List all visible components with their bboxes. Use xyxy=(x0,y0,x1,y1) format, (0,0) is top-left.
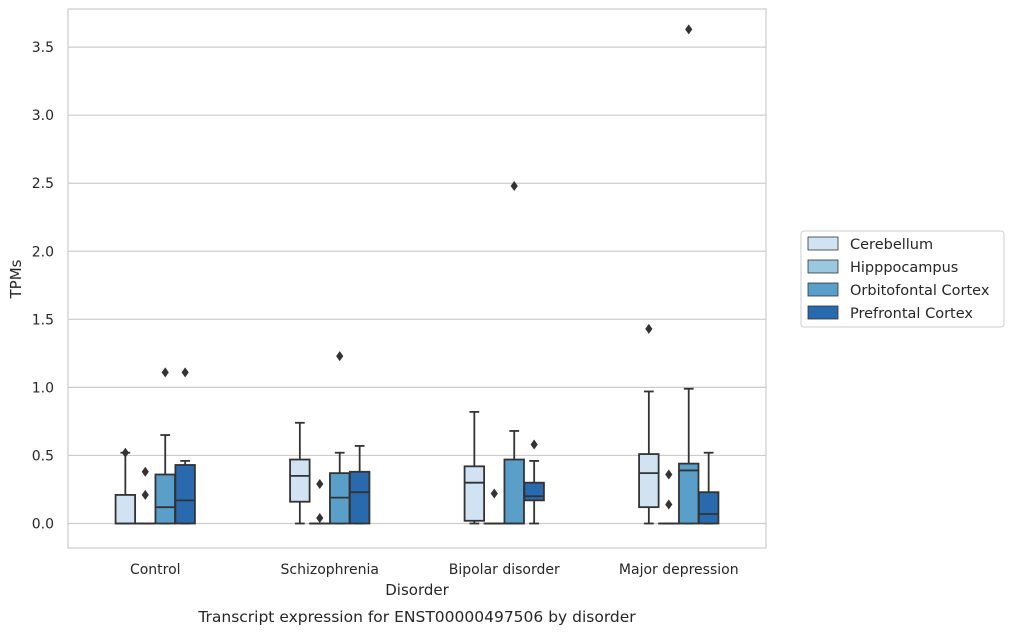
legend-swatch-cerebellum xyxy=(807,236,839,251)
y-tick-label: 1.0 xyxy=(32,380,54,396)
outlier-point xyxy=(141,466,149,477)
box-0-1 xyxy=(289,421,311,525)
outlier-point xyxy=(490,488,498,499)
legend-label-hippocampus: Hipppocampus xyxy=(850,260,958,276)
x-axis-label: Disorder xyxy=(385,581,449,599)
grid-lines xyxy=(68,46,766,525)
box-1-1 xyxy=(309,479,331,525)
box-body xyxy=(348,470,371,525)
legend-label-prefrontal: Prefrontal Cortex xyxy=(850,306,973,322)
box-2-2 xyxy=(503,180,525,525)
y-axis-ticks: 0.0 0.5 1.0 1.5 2.0 2.5 3.0 3.5 xyxy=(32,40,54,532)
box-body xyxy=(114,494,137,525)
outlier-point xyxy=(665,499,673,510)
box-body xyxy=(463,465,486,522)
outlier-point xyxy=(181,367,189,378)
box-body xyxy=(697,491,720,525)
box-body xyxy=(678,462,700,525)
outlier-point xyxy=(336,351,344,362)
y-tick-label: 0.5 xyxy=(32,448,54,464)
x-axis-ticks: Control Schizophrenia Bipolar disorder Majo… xyxy=(130,562,739,578)
box-3-2 xyxy=(523,439,545,525)
legend-label-orbitofrontal: Orbitofontal Cortex xyxy=(850,283,990,299)
box-0-0 xyxy=(114,447,137,525)
outlier-point xyxy=(316,513,324,524)
outlier-point xyxy=(316,479,324,490)
y-tick-label: 0.0 xyxy=(32,517,54,533)
chart-caption: Transcript expression for ENST0000049750… xyxy=(197,608,636,626)
box-body xyxy=(174,464,196,525)
x-tick-label: Schizophrenia xyxy=(281,562,379,578)
y-tick-label: 2.0 xyxy=(32,244,54,260)
outlier-point xyxy=(665,469,673,480)
y-tick-label: 3.5 xyxy=(32,40,54,56)
legend: Cerebellum Hipppocampus Orbitofontal Cor… xyxy=(800,230,1005,328)
legend-swatch-prefrontal xyxy=(807,305,839,320)
x-tick-label: Major depression xyxy=(619,562,739,578)
legend-swatch-orbitofrontal xyxy=(807,282,839,297)
box-body xyxy=(154,473,176,525)
outlier-point xyxy=(121,447,129,458)
outlier-point xyxy=(161,367,169,378)
box-0-2 xyxy=(463,410,486,525)
box-body xyxy=(638,453,660,509)
outlier-point xyxy=(685,24,693,35)
plot-frame xyxy=(67,8,767,549)
y-tick-label: 1.5 xyxy=(32,312,54,328)
legend-swatch-hippocampus xyxy=(807,259,839,274)
box-2-1 xyxy=(329,351,351,525)
outlier-point xyxy=(530,439,538,450)
box-1-0 xyxy=(134,466,156,525)
box-body xyxy=(523,481,545,502)
outlier-point xyxy=(645,323,653,334)
box-body xyxy=(289,458,311,503)
legend-frame xyxy=(800,230,1005,328)
box-3-0 xyxy=(174,367,196,525)
outlier-point xyxy=(141,489,149,500)
box-1-2 xyxy=(483,488,505,525)
outlier-point xyxy=(510,180,518,191)
box-3-3 xyxy=(697,451,720,525)
y-tick-label: 3.0 xyxy=(32,108,54,124)
box-3-1 xyxy=(348,445,371,525)
box-2-3 xyxy=(678,24,700,525)
y-tick-label: 2.5 xyxy=(32,176,54,192)
box-2-0 xyxy=(154,367,176,525)
box-body xyxy=(503,458,525,525)
plot-boxes xyxy=(114,24,720,525)
x-tick-label: Bipolar disorder xyxy=(449,562,560,578)
legend-label-cerebellum: Cerebellum xyxy=(850,237,933,253)
box-0-3 xyxy=(638,323,660,525)
box-1-3 xyxy=(658,469,680,525)
y-axis-label: TPMs xyxy=(7,259,25,299)
x-tick-label: Control xyxy=(130,562,181,578)
